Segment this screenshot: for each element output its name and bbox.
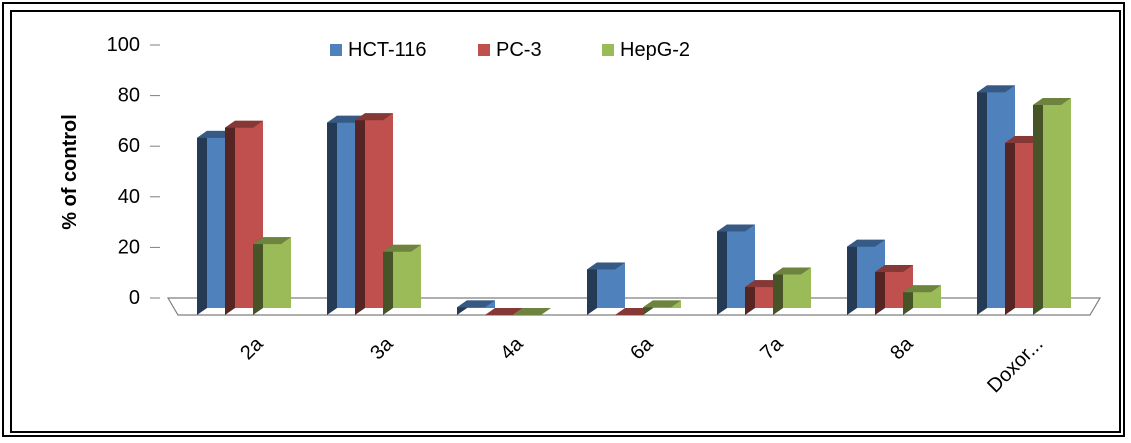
legend-item: HCT-116 [330,39,427,61]
y-axis-label: % of control [59,114,81,230]
bar-side [355,113,365,315]
legend: HCT-116 PC-3 HepG-2 [330,39,690,61]
bar-side [1005,135,1015,315]
bar-top [643,300,681,308]
bar-side [253,237,263,315]
bar-top [587,262,625,270]
x-tick-label: 8a [886,332,918,364]
y-tick-label: 100 [107,34,140,56]
x-tick-label: 3a [366,332,398,364]
bar-top [717,224,755,232]
outer-border [2,2,1125,437]
y-tick-label: 40 [118,186,140,208]
x-tick-label: 7a [756,332,788,364]
x-tick-label: 6a [626,332,658,364]
bar-side [847,239,857,315]
legend-label: HepG-2 [620,39,690,61]
bar-top [977,85,1015,93]
legend-swatch [602,44,614,56]
bar-side [903,285,913,315]
bar [485,308,523,315]
bar-side [197,130,207,315]
bar-top [875,264,913,272]
bar-top [225,120,263,128]
bar-side [745,280,755,315]
bars [197,85,1071,315]
bar-side [875,264,885,315]
bar-top [773,267,811,275]
bar-side [225,120,235,315]
y-tick-label: 80 [118,85,140,107]
bar-side [977,85,987,315]
x-tick-label: 2a [236,332,268,364]
bar-top [457,300,495,308]
bar-top [513,308,551,315]
x-tick-label: Doxor... [983,333,1047,397]
bar-side [327,115,337,315]
bar-side [773,267,783,315]
y-tick-label: 60 [118,135,140,157]
bar [587,262,625,315]
bar-front [597,262,625,308]
bar [457,300,495,315]
inner-border [10,10,1121,433]
bar-front [393,244,421,308]
x-axis-ticks: 2a 3a 4a 6a 7a 8a Doxor... [236,332,1047,397]
bar-top [355,113,393,121]
legend-swatch [330,44,342,56]
bar-top [253,237,291,245]
bar [513,308,551,315]
legend-item: HepG-2 [602,39,690,61]
bar [383,244,421,315]
bar [773,267,811,315]
y-axis-ticks: 0 20 40 60 80 100 [107,34,160,309]
bar [225,120,263,315]
bar [903,285,941,315]
y-tick-label: 0 [129,287,140,309]
bar-side [587,262,597,315]
legend-label: PC-3 [496,39,542,61]
bar [253,237,291,315]
bar [643,300,681,315]
bar-front [263,237,291,308]
legend-item: PC-3 [478,39,542,61]
bar-top [485,308,523,315]
bar-top [847,239,885,247]
bar-top [903,285,941,293]
bar-side [1033,98,1043,315]
y-tick-label: 20 [118,236,140,258]
legend-swatch [478,44,490,56]
bar-top [1033,98,1071,106]
bar-side [383,244,393,315]
legend-label: HCT-116 [348,39,427,61]
bar-side [717,224,727,315]
x-tick-label: 4a [496,332,528,364]
bar [1033,98,1071,315]
bar-top [383,244,421,252]
bar-front [1043,98,1071,308]
